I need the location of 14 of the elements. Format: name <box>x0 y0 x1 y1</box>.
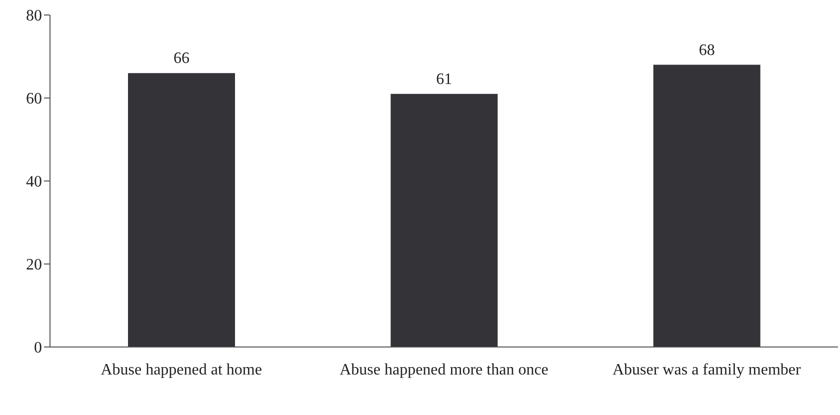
bar <box>653 64 760 347</box>
y-tick-label: 40 <box>26 174 42 191</box>
x-tick-label: Abuse happened at home <box>100 361 262 378</box>
data-label: 66 <box>174 50 190 68</box>
bar <box>390 94 498 347</box>
y-tick-label: 0 <box>34 340 42 357</box>
data-label: 68 <box>698 42 715 59</box>
x-tick-label: Abuser was a family member <box>612 361 802 378</box>
x-tick-label: Abuse happened more than once <box>340 361 548 378</box>
y-tick-label: 20 <box>26 256 42 274</box>
y-tick-label: 80 <box>26 8 42 25</box>
bar <box>128 73 235 347</box>
data-label: 61 <box>436 70 452 88</box>
y-tick-label: 60 <box>26 90 42 108</box>
